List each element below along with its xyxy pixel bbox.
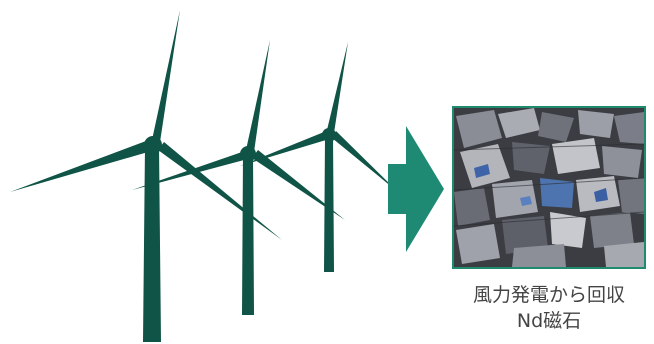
caption: 風力発電から回収 Nd磁石 xyxy=(446,282,652,334)
wind-turbines-group xyxy=(10,10,398,342)
wind-turbine-icon xyxy=(10,10,282,342)
wind-turbine-icon xyxy=(132,40,345,315)
caption-line-2: Nd磁石 xyxy=(516,310,582,332)
right-arrow-icon xyxy=(388,126,444,252)
wind-turbine-icon xyxy=(240,42,398,272)
magnet-scrap-photo xyxy=(452,106,646,269)
caption-line-1: 風力発電から回収 xyxy=(472,284,625,306)
